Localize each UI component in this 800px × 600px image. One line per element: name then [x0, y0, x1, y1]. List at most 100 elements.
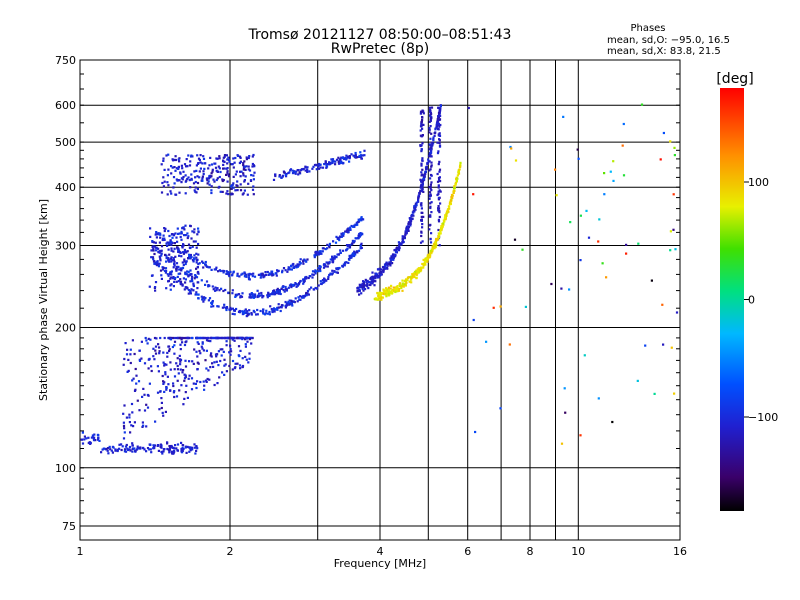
- echo-point: [143, 409, 147, 412]
- echo-point: [182, 277, 185, 280]
- echo-point: [223, 303, 226, 306]
- echo-point: [176, 240, 179, 243]
- echo-point: [284, 288, 287, 291]
- echo-point: [315, 252, 318, 255]
- echo-point: [148, 382, 151, 385]
- echo-point: [424, 170, 427, 173]
- echo-point: [225, 167, 228, 170]
- echo-point: [236, 272, 239, 275]
- phase-stats-o: mean, sd,O: −95.0, 16.5: [607, 35, 730, 46]
- echo-point: [238, 161, 241, 165]
- echo-point: [435, 124, 439, 127]
- echo-point: [325, 164, 328, 167]
- echo-point: [329, 272, 332, 275]
- echo-point: [194, 186, 197, 189]
- echo-point: [193, 231, 196, 234]
- echo-point: [420, 164, 423, 167]
- echo-point: [305, 277, 308, 280]
- echo-point: [198, 170, 201, 173]
- echo-point: [514, 159, 518, 162]
- echo-point: [178, 354, 181, 357]
- echo-point: [192, 284, 195, 287]
- echo-point: [247, 182, 250, 185]
- echo-point: [340, 235, 343, 238]
- echo-point: [420, 230, 423, 233]
- echo-point: [347, 156, 350, 159]
- echo-point: [164, 227, 167, 230]
- echo-point: [190, 277, 193, 281]
- echo-point: [421, 127, 424, 130]
- x-tick-label: 2: [227, 545, 234, 558]
- echo-point: [165, 154, 168, 157]
- echo-point: [246, 340, 249, 343]
- echo-point: [203, 296, 206, 299]
- echo-point: [180, 338, 183, 341]
- echo-point: [157, 449, 160, 452]
- echo-point: [83, 435, 86, 438]
- echo-point: [196, 266, 199, 269]
- echo-point: [474, 430, 477, 434]
- echo-point: [189, 225, 192, 228]
- echo-point: [248, 293, 251, 296]
- echo-point: [185, 384, 188, 387]
- echo-point: [163, 237, 166, 240]
- x-tick-label: 10: [571, 545, 585, 558]
- echo-point: [191, 259, 195, 262]
- echo-point: [123, 427, 126, 430]
- echo-point: [89, 441, 92, 444]
- echo-point: [245, 275, 248, 278]
- echo-point: [170, 243, 173, 246]
- echo-point: [294, 172, 297, 175]
- echo-point: [420, 150, 423, 153]
- echo-point: [124, 342, 127, 345]
- echo-point: [379, 268, 383, 271]
- echo-point: [248, 272, 251, 275]
- echo-point: [131, 339, 134, 342]
- echo-point: [325, 165, 329, 168]
- echo-point: [327, 277, 330, 280]
- echo-point: [114, 449, 117, 452]
- echo-point: [350, 153, 353, 156]
- echo-point: [433, 134, 436, 137]
- echo-point: [195, 445, 198, 448]
- echo-point: [297, 296, 300, 299]
- y-tick-label: 600: [55, 99, 76, 112]
- echo-point: [362, 289, 365, 292]
- echo-point: [434, 127, 437, 130]
- echo-point: [235, 293, 239, 296]
- echo-point: [242, 163, 245, 166]
- echo-point: [294, 297, 297, 300]
- echo-point: [299, 258, 302, 261]
- echo-point: [287, 286, 290, 289]
- echo-point: [438, 160, 441, 163]
- echo-point: [284, 304, 287, 307]
- echo-point: [239, 183, 242, 186]
- echo-point: [585, 209, 588, 212]
- echo-point: [150, 249, 153, 252]
- echo-point: [129, 431, 132, 434]
- echo-point: [339, 161, 342, 164]
- echo-point: [118, 443, 121, 446]
- echo-point: [280, 304, 283, 307]
- echo-point: [358, 289, 361, 292]
- echo-point: [170, 450, 174, 453]
- echo-point: [276, 287, 279, 290]
- echo-point: [149, 227, 152, 230]
- echo-point: [225, 272, 228, 275]
- echo-point: [244, 308, 247, 311]
- echo-point: [373, 280, 376, 283]
- echo-point: [136, 445, 139, 448]
- echo-point: [279, 292, 282, 296]
- echo-point: [248, 309, 251, 312]
- echo-point: [256, 308, 259, 312]
- echo-point: [429, 146, 432, 149]
- echo-point: [428, 253, 431, 256]
- echo-point: [188, 374, 191, 377]
- echo-point: [302, 294, 305, 298]
- echo-point: [196, 380, 199, 383]
- echo-point: [243, 271, 246, 274]
- echo-point: [409, 224, 412, 227]
- echo-point: [201, 347, 204, 350]
- echo-point: [391, 253, 394, 257]
